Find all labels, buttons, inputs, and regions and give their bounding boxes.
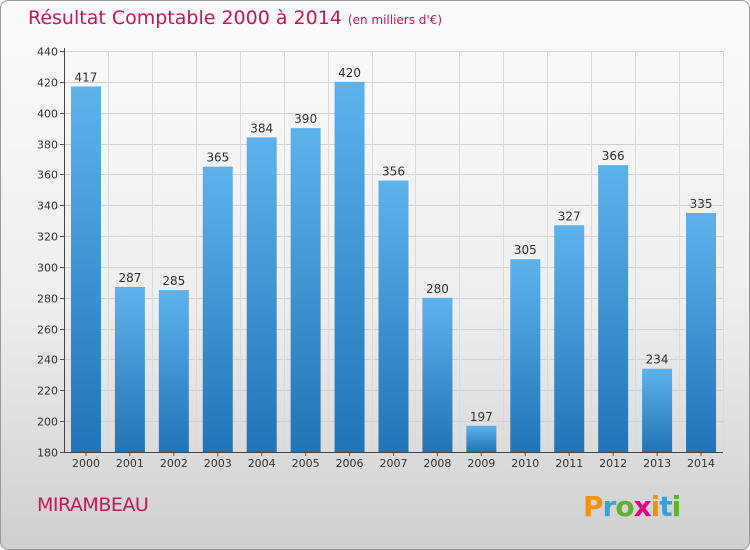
x-tick-label: 2014 (687, 457, 715, 470)
brand-logo-letter: r (602, 490, 617, 523)
data-label: 417 (75, 70, 98, 84)
y-tick-label: 240 (37, 354, 58, 367)
y-tick-label: 300 (37, 262, 58, 275)
x-tick-label: 2005 (292, 457, 320, 470)
data-label: 234 (646, 353, 669, 367)
brand-logo-letter: i (650, 490, 661, 523)
x-tick-label: 2007 (380, 457, 408, 470)
data-label: 420 (338, 66, 361, 80)
bar (554, 225, 585, 452)
y-tick-label: 380 (37, 139, 58, 152)
x-tick-label: 2000 (72, 457, 100, 470)
brand-logo-letter: i (671, 490, 682, 523)
y-tick-label: 220 (37, 385, 58, 398)
chart-subtitle: (en milliers d'€) (347, 13, 443, 27)
data-label: 305 (514, 243, 537, 257)
bar (510, 259, 541, 452)
x-tick-label: 2013 (643, 457, 671, 470)
y-tick-label: 440 (37, 46, 58, 59)
data-label: 366 (602, 149, 625, 163)
x-tick-label: 2010 (511, 457, 539, 470)
bar (246, 137, 277, 452)
data-label: 287 (118, 271, 141, 285)
x-tick-label: 2002 (160, 457, 188, 470)
y-tick-label: 260 (37, 324, 58, 337)
x-tick-label: 2001 (116, 457, 144, 470)
x-tick-label: 2012 (599, 457, 627, 470)
bar (290, 128, 321, 452)
labels: 417 287 285 365 384 390 420 356 280 197 305 327 366 2… (75, 66, 713, 424)
data-label: 327 (558, 209, 581, 223)
y-tick-label: 280 (37, 293, 58, 306)
data-label: 365 (206, 151, 229, 165)
bar (642, 368, 673, 452)
bar (422, 297, 453, 452)
x-tick-label: 2004 (248, 457, 276, 470)
y-tick-label: 200 (37, 416, 58, 429)
data-label: 356 (382, 165, 405, 179)
brand-logo-letter: x (633, 490, 652, 523)
bar (158, 290, 189, 452)
bar (334, 81, 365, 452)
bar (114, 286, 145, 452)
data-label: 335 (690, 197, 713, 211)
y-tick-label: 320 (37, 231, 58, 244)
data-label: 384 (250, 121, 273, 135)
bar (466, 425, 497, 452)
data-label: 285 (162, 274, 185, 288)
bar (598, 165, 629, 452)
bar (378, 180, 409, 453)
data-label: 197 (470, 410, 493, 424)
x-tick-label: 2009 (467, 457, 495, 470)
commune-name: MIRAMBEAU (37, 494, 149, 516)
x-tick-label: 2008 (423, 457, 451, 470)
brand-logo: Proxiti (583, 490, 682, 523)
brand-logo-letter: o (615, 490, 634, 523)
brand-logo-letter: P (583, 490, 604, 523)
y-tick-label: 420 (37, 77, 58, 90)
y-tick-label: 180 (37, 447, 58, 460)
x-tick-label: 2011 (555, 457, 583, 470)
y-tick-label: 360 (37, 169, 58, 182)
bar (70, 86, 101, 452)
y-tick-label: 340 (37, 200, 58, 213)
brand-logo-letter: t (659, 490, 672, 523)
y-tick-label: 400 (37, 108, 58, 121)
axes: 1802002202402602803003203403603804004204… (37, 46, 723, 470)
bars (70, 81, 717, 453)
chart-title: Résultat Comptable 2000 à 2014 (28, 7, 342, 29)
x-tick-label: 2006 (336, 457, 364, 470)
x-tick-label: 2003 (204, 457, 232, 470)
title-line: Résultat Comptable 2000 à 2014 (en millie… (28, 7, 442, 29)
bar (686, 212, 717, 452)
bar (202, 166, 233, 452)
data-label: 280 (426, 282, 449, 296)
data-label: 390 (294, 112, 317, 126)
